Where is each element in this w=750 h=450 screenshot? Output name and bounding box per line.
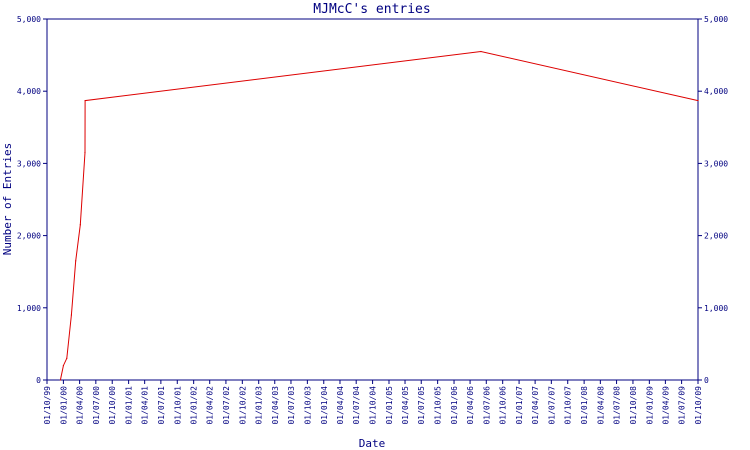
x-tick-label: 01/01/07 [515, 386, 524, 425]
x-tick-label: 01/10/01 [173, 386, 182, 425]
y-tick-label-right: 0 [704, 376, 709, 385]
data-point [59, 379, 61, 381]
data-point [84, 99, 86, 102]
x-tick-label: 01/04/02 [206, 386, 215, 425]
x-tick-label: 01/04/07 [531, 386, 540, 425]
y-axis-right: 0 1,000 2,000 3,000 4,000 5,000 [698, 15, 728, 385]
data-point [480, 50, 482, 53]
data-point [697, 99, 699, 102]
y-tick-label-left: 4,000 [17, 87, 41, 96]
x-axis: 01/10/99 01/01/00 01/04/00 01/07/00 01/10/00… [43, 380, 703, 425]
y-tick-label-right: 2,000 [704, 232, 728, 241]
series-layer [59, 50, 699, 381]
y-tick-label-left: 0 [36, 376, 41, 385]
x-tick-label: 01/01/09 [645, 386, 654, 425]
x-tick-label: 01/10/08 [629, 386, 638, 425]
data-point [75, 260, 77, 262]
y-tick-label-left: 1,000 [17, 304, 41, 313]
x-tick-label: 01/10/07 [564, 386, 573, 425]
x-tick-label: 01/07/00 [92, 386, 101, 425]
x-tick-label: 01/01/05 [385, 386, 394, 425]
x-tick-label: 01/07/02 [222, 386, 231, 425]
x-tick-label: 01/04/06 [466, 386, 475, 425]
x-tick-label: 01/07/06 [482, 386, 491, 425]
x-tick-label: 01/10/09 [694, 386, 703, 425]
y-tick-label-right: 3,000 [704, 159, 728, 168]
x-tick-label: 01/07/03 [287, 386, 296, 425]
y-tick-label-right: 4,000 [704, 87, 728, 96]
data-point [62, 364, 64, 367]
entries-series-line [59, 50, 699, 381]
data-point [66, 357, 68, 359]
x-tick-label: 01/04/09 [661, 386, 670, 425]
x-tick-label: 01/07/07 [547, 386, 556, 425]
x-tick-label: 01/10/04 [369, 386, 378, 425]
x-tick-label: 01/10/00 [108, 386, 117, 425]
x-tick-label: 01/01/08 [580, 386, 589, 425]
y-tick-label-left: 5,000 [17, 15, 41, 24]
x-tick-label: 01/01/06 [450, 386, 459, 425]
y-axis-left: 0 1,000 2,000 3,000 4,000 5,000 [17, 15, 47, 385]
x-tick-label: 01/07/09 [678, 386, 687, 425]
x-tick-label: 01/04/01 [141, 386, 150, 425]
y-tick-label-left: 3,000 [17, 159, 41, 168]
y-tick-label-right: 1,000 [704, 304, 728, 313]
data-point [79, 224, 81, 226]
x-tick-label: 01/07/08 [613, 386, 622, 425]
x-tick-label: 01/04/03 [271, 386, 280, 425]
x-tick-label: 01/01/04 [320, 386, 329, 425]
x-tick-label: 01/04/04 [336, 386, 345, 425]
x-tick-label: 01/04/05 [401, 386, 410, 425]
data-point [84, 151, 86, 154]
chart-title: MJMcC's entries [313, 2, 430, 17]
x-tick-label: 01/10/03 [303, 386, 312, 425]
x-tick-label: 01/10/02 [238, 386, 247, 425]
x-tick-label: 01/01/03 [255, 386, 264, 425]
x-tick-label: 01/01/00 [59, 386, 68, 425]
y-tick-label-left: 2,000 [17, 232, 41, 241]
x-axis-title: Date [359, 437, 386, 450]
y-tick-label-right: 5,000 [704, 15, 728, 24]
x-tick-label: 01/10/05 [434, 386, 443, 425]
x-tick-label: 01/10/06 [499, 386, 508, 425]
x-tick-label: 01/10/99 [43, 386, 52, 425]
x-tick-label: 01/04/00 [76, 386, 85, 425]
x-tick-label: 01/07/05 [417, 386, 426, 425]
x-tick-label: 01/04/08 [596, 386, 605, 425]
y-axis-title: Number of Entries [1, 143, 14, 256]
x-tick-label: 01/07/01 [157, 386, 166, 425]
x-tick-label: 01/07/04 [352, 386, 361, 425]
x-tick-label: 01/01/02 [190, 386, 199, 425]
x-tick-label: 01/01/01 [125, 386, 134, 425]
data-point [70, 314, 73, 316]
plot-frame [46, 18, 699, 381]
